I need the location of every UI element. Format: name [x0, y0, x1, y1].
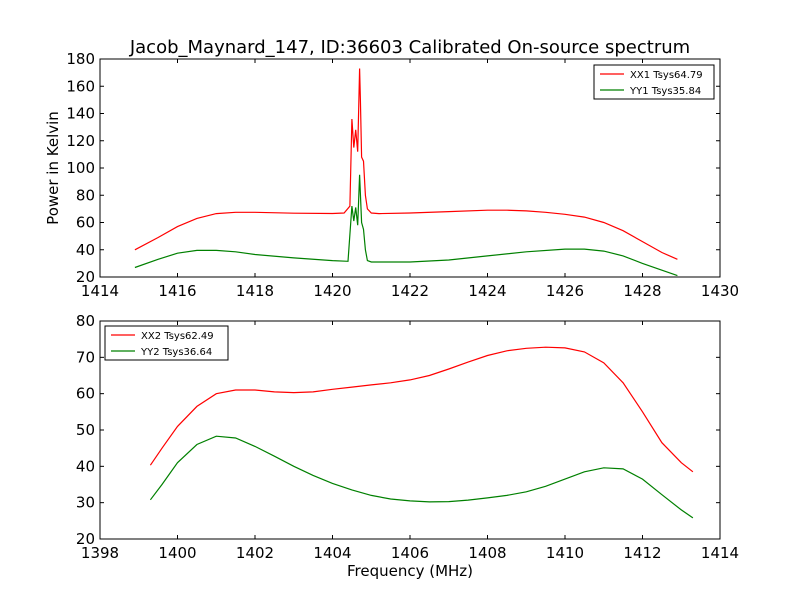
- y-tick-label: 140: [66, 105, 95, 123]
- y-tick-label: 80: [76, 186, 95, 204]
- x-tick-label: 1428: [623, 282, 661, 300]
- x-tick-label: 1418: [236, 282, 274, 300]
- x-tick-label: 1402: [236, 544, 274, 562]
- y-tick-label: 30: [76, 494, 95, 512]
- x-axis-label: Frequency (MHz): [347, 562, 473, 580]
- series-line-yy1: [134, 174, 678, 277]
- x-tick-label: 1422: [391, 282, 429, 300]
- y-tick-label: 40: [76, 457, 95, 475]
- y-tick-label: 70: [76, 348, 95, 366]
- x-tick-label: 1420: [313, 282, 351, 300]
- y-tick-label: 20: [76, 530, 95, 548]
- x-tick-label: 1414: [701, 544, 739, 562]
- series-line-xx1: [134, 68, 678, 260]
- y-axis-label: Power in Kelvin: [44, 111, 62, 225]
- top-spectrum-panel: 1414 1416 1418 1420 1422 1424 1426 1428 1430 20 40…: [44, 50, 739, 300]
- x-tick-label: 1404: [313, 544, 351, 562]
- y-tick-label: 40: [76, 241, 95, 259]
- x-tick-label: 1412: [623, 544, 661, 562]
- y-tick-label: 60: [76, 214, 95, 232]
- y-tick-label: 120: [66, 132, 95, 150]
- y-tick-label: 50: [76, 421, 95, 439]
- y-tick-label: 60: [76, 385, 95, 403]
- bottom-spectrum-panel: 1398 1400 1402 1404 1406 1408 1410 1412 1414 20 30…: [76, 312, 739, 580]
- legend-label: YY1 Tsys35.84: [629, 86, 701, 97]
- y-tick-label: 100: [66, 159, 95, 177]
- x-tick-label: 1416: [158, 282, 196, 300]
- legend: XX2 Tsys62.49 YY2 Tsys36.64: [104, 325, 229, 361]
- legend: XX1 Tsys64.79 YY1 Tsys35.84: [593, 64, 715, 100]
- legend-label: XX1 Tsys64.79: [630, 70, 703, 81]
- legend-label: XX2 Tsys62.49: [141, 331, 214, 342]
- figure-title: Jacob_Maynard_147, ID:36603 Calibrated O…: [129, 37, 690, 58]
- y-tick-label: 80: [76, 312, 95, 330]
- legend-box: [104, 325, 229, 361]
- legend-box: [593, 64, 715, 100]
- x-tick-label: 1424: [468, 282, 506, 300]
- y-tick-label: 20: [76, 268, 95, 286]
- legend-label: YY2 Tsys36.64: [140, 347, 212, 358]
- series-line-yy2: [149, 435, 694, 519]
- x-tick-label: 1400: [158, 544, 196, 562]
- x-tick-label: 1430: [701, 282, 739, 300]
- series-line-xx2: [149, 346, 694, 473]
- x-tick-label: 1406: [391, 544, 429, 562]
- y-tick-label: 160: [66, 77, 95, 95]
- x-tick-label: 1410: [546, 544, 584, 562]
- x-tick-label: 1398: [81, 544, 119, 562]
- x-tick-label: 1414: [81, 282, 119, 300]
- y-tick-label: 180: [66, 50, 95, 68]
- x-tick-label: 1426: [546, 282, 584, 300]
- x-tick-label: 1408: [468, 544, 506, 562]
